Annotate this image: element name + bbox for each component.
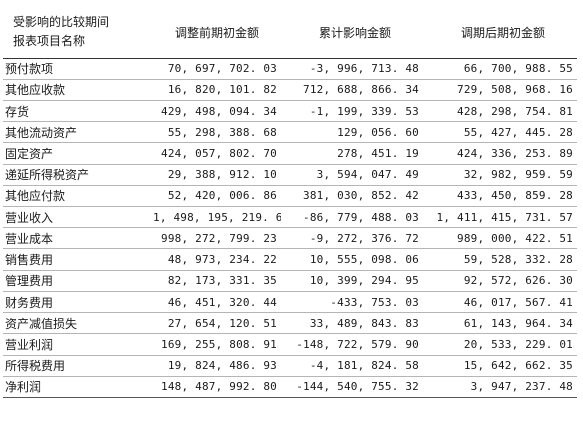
row-item-name: 固定资产 xyxy=(3,142,153,165)
row-item-name: 其他应付款 xyxy=(3,185,153,208)
row-after-value: 59, 528, 332. 28 xyxy=(429,248,577,271)
row-before-value: 424, 057, 802. 70 xyxy=(153,142,281,165)
table-row: 其他流动资产 55, 298, 388. 68 129, 056. 60 55, 42… xyxy=(3,121,577,144)
row-after-value: 428, 298, 754. 81 xyxy=(429,100,577,123)
row-after-value: 989, 000, 422. 51 xyxy=(429,227,577,250)
header-cumulative-impact: 累计影响金额 xyxy=(281,6,429,59)
row-after-value: 15, 642, 662. 35 xyxy=(429,355,577,377)
row-before-value: 70, 697, 702. 03 xyxy=(153,58,281,80)
table-row: 所得税费用 19, 824, 486. 93 -4, 181, 824. 58 15,… xyxy=(3,355,577,377)
row-before-value: 52, 420, 006. 86 xyxy=(153,185,281,208)
table-row: 预付款项 70, 697, 702. 03 -3, 996, 713. 48 66, … xyxy=(3,58,577,80)
row-impact-value: -3, 996, 713. 48 xyxy=(281,58,429,80)
row-before-value: 169, 255, 808. 91 xyxy=(153,333,281,356)
table-row: 财务费用 46, 451, 320. 44 -433, 753. 03 46, 017… xyxy=(3,291,577,314)
row-impact-value: 129, 056. 60 xyxy=(281,121,429,144)
row-impact-value: -86, 779, 488. 03 xyxy=(281,206,429,229)
table-row: 其他应收款 16, 820, 101. 82 712, 688, 866. 34 72… xyxy=(3,79,577,101)
table-row: 销售费用 48, 973, 234. 22 10, 555, 098. 06 59, … xyxy=(3,248,577,271)
header-row: 受影响的比较期间 报表项目名称 调整前期初金额 累计影响金额 调期后期初金额 xyxy=(3,6,577,59)
header-item-name: 受影响的比较期间 报表项目名称 xyxy=(3,6,153,59)
row-before-value: 16, 820, 101. 82 xyxy=(153,79,281,101)
restatement-table-container: 受影响的比较期间 报表项目名称 调整前期初金额 累计影响金额 调期后期初金额 预… xyxy=(3,6,577,399)
row-before-value: 998, 272, 799. 23 xyxy=(153,227,281,250)
row-item-name: 管理费用 xyxy=(3,270,153,292)
row-after-value: 92, 572, 626. 30 xyxy=(429,270,577,292)
table-row: 营业收入 1, 498, 195, 219. 60 -86, 779, 488. 0… xyxy=(3,206,577,229)
row-after-value: 46, 017, 567. 41 xyxy=(429,291,577,314)
row-before-value: 429, 498, 094. 34 xyxy=(153,100,281,123)
row-after-value: 3, 947, 237. 48 xyxy=(429,376,577,399)
row-before-value: 148, 487, 992. 80 xyxy=(153,376,281,399)
row-impact-value: -9, 272, 376. 72 xyxy=(281,227,429,250)
table-row: 固定资产 424, 057, 802. 70 278, 451. 19 424, 33… xyxy=(3,142,577,165)
row-item-name: 其他流动资产 xyxy=(3,121,153,144)
row-after-value: 55, 427, 445. 28 xyxy=(429,121,577,144)
table-row: 存货 429, 498, 094. 34 -1, 199, 339. 53 428, … xyxy=(3,100,577,123)
row-impact-value: 3, 594, 047. 49 xyxy=(281,164,429,186)
row-item-name: 资产减值损失 xyxy=(3,312,153,335)
table-row: 营业利润 169, 255, 808. 91 -148, 722, 579. 90 2… xyxy=(3,333,577,356)
row-item-name: 其他应收款 xyxy=(3,79,153,101)
row-item-name: 预付款项 xyxy=(3,58,153,80)
row-impact-value: -144, 540, 755. 32 xyxy=(281,376,429,399)
row-impact-value: -433, 753. 03 xyxy=(281,291,429,314)
row-after-value: 66, 700, 988. 55 xyxy=(429,58,577,80)
table-body: 预付款项 70, 697, 702. 03 -3, 996, 713. 48 66, … xyxy=(3,58,577,399)
row-item-name: 营业成本 xyxy=(3,227,153,250)
row-before-value: 27, 654, 120. 51 xyxy=(153,312,281,335)
row-after-value: 424, 336, 253. 89 xyxy=(429,142,577,165)
row-impact-value: -1, 199, 339. 53 xyxy=(281,100,429,123)
row-before-value: 55, 298, 388. 68 xyxy=(153,121,281,144)
table-row: 资产减值损失 27, 654, 120. 51 33, 489, 843. 83 61… xyxy=(3,312,577,335)
row-before-value: 29, 388, 912. 10 xyxy=(153,164,281,186)
table-row: 净利润 148, 487, 992. 80 -144, 540, 755. 32 3,… xyxy=(3,376,577,399)
row-impact-value: -148, 722, 579. 90 xyxy=(281,333,429,356)
row-before-value: 82, 173, 331. 35 xyxy=(153,270,281,292)
row-impact-value: 278, 451. 19 xyxy=(281,142,429,165)
table-row: 递延所得税资产 29, 388, 912. 10 3, 594, 047. 49 32… xyxy=(3,164,577,186)
row-after-value: 20, 533, 229. 01 xyxy=(429,333,577,356)
header-item-name-line1: 受影响的比较期间 xyxy=(13,14,110,29)
row-impact-value: -4, 181, 824. 58 xyxy=(281,355,429,377)
row-before-value: 46, 451, 320. 44 xyxy=(153,291,281,314)
row-after-value: 61, 143, 964. 34 xyxy=(429,312,577,335)
row-impact-value: 33, 489, 843. 83 xyxy=(281,312,429,335)
row-item-name: 所得税费用 xyxy=(3,355,153,377)
header-item-name-line2: 报表项目名称 xyxy=(13,33,86,48)
row-item-name: 营业收入 xyxy=(3,206,153,229)
row-item-name: 净利润 xyxy=(3,376,153,399)
row-item-name: 财务费用 xyxy=(3,291,153,314)
table-row: 营业成本 998, 272, 799. 23 -9, 272, 376. 72 989… xyxy=(3,227,577,250)
row-before-value: 48, 973, 234. 22 xyxy=(153,248,281,271)
row-after-value: 729, 508, 968. 16 xyxy=(429,79,577,101)
row-impact-value: 10, 399, 294. 95 xyxy=(281,270,429,292)
table-row: 其他应付款 52, 420, 006. 86 381, 030, 852. 42 43… xyxy=(3,185,577,208)
row-item-name: 递延所得税资产 xyxy=(3,164,153,186)
row-before-value: 19, 824, 486. 93 xyxy=(153,355,281,377)
row-item-name: 存货 xyxy=(3,100,153,123)
row-item-name: 销售费用 xyxy=(3,248,153,271)
table-row: 管理费用 82, 173, 331. 35 10, 399, 294. 95 92, … xyxy=(3,270,577,292)
row-after-value: 1, 411, 415, 731. 57 xyxy=(429,206,577,229)
row-before-value: 1, 498, 195, 219. 60 xyxy=(153,206,281,229)
restatement-table: 受影响的比较期间 报表项目名称 调整前期初金额 累计影响金额 调期后期初金额 预… xyxy=(3,6,577,399)
table-header: 受影响的比较期间 报表项目名称 调整前期初金额 累计影响金额 调期后期初金额 xyxy=(3,6,577,59)
row-after-value: 433, 450, 859. 28 xyxy=(429,185,577,208)
row-impact-value: 10, 555, 098. 06 xyxy=(281,248,429,271)
row-impact-value: 712, 688, 866. 34 xyxy=(281,79,429,101)
row-impact-value: 381, 030, 852. 42 xyxy=(281,185,429,208)
row-item-name: 营业利润 xyxy=(3,333,153,356)
header-before-adjustment: 调整前期初金额 xyxy=(153,6,281,59)
row-after-value: 32, 982, 959. 59 xyxy=(429,164,577,186)
header-after-adjustment: 调期后期初金额 xyxy=(429,6,577,59)
